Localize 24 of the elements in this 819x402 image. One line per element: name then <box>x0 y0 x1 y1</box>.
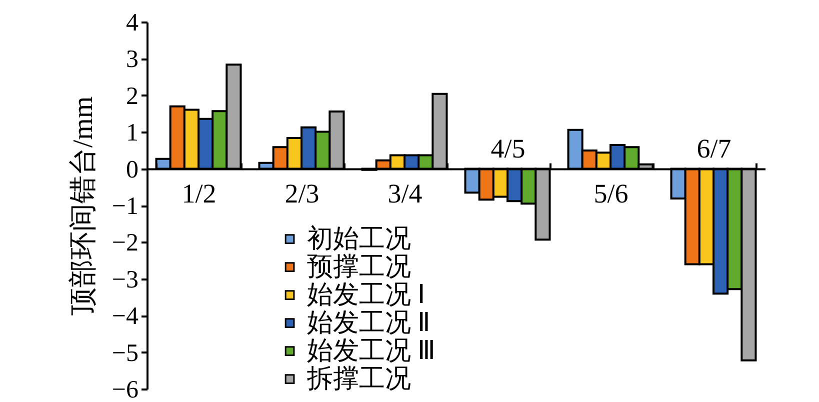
y-tick-label: −3 <box>112 266 138 294</box>
legend-label: 始发工况 Ⅲ <box>306 336 436 366</box>
legend-label: 始发工况 Ⅰ <box>306 280 426 310</box>
y-tick-label: 3 <box>126 46 138 74</box>
y-tick-label: 4 <box>126 10 139 36</box>
legend-label: 始发工况 Ⅱ <box>306 308 430 338</box>
y-tick-label: −4 <box>112 303 139 330</box>
y-tick-label: 1 <box>126 120 138 147</box>
y-tick-label: 0 <box>126 156 138 184</box>
y-tick-label: −2 <box>112 230 138 257</box>
y-tick-label: −1 <box>112 193 138 220</box>
legend-label: 初始工况 <box>306 224 411 254</box>
x-tick-label: 1/2 <box>182 178 216 208</box>
y-axis-title: 顶部环间错台/mm <box>68 96 99 316</box>
x-tick-label: 2/3 <box>284 178 320 208</box>
y-tick-label: 2 <box>126 82 138 110</box>
x-tick-label: 5/6 <box>594 178 628 208</box>
legend-label: 预撑工况 <box>306 252 411 282</box>
legend-label: 拆撑工况 <box>306 364 411 394</box>
y-tick-label: −5 <box>112 340 138 367</box>
y-tick-label: −6 <box>112 376 138 402</box>
x-tick-label: 3/4 <box>388 178 423 208</box>
x-tick-label: 6/7 <box>696 133 732 164</box>
x-tick-label: 4/5 <box>490 133 526 164</box>
